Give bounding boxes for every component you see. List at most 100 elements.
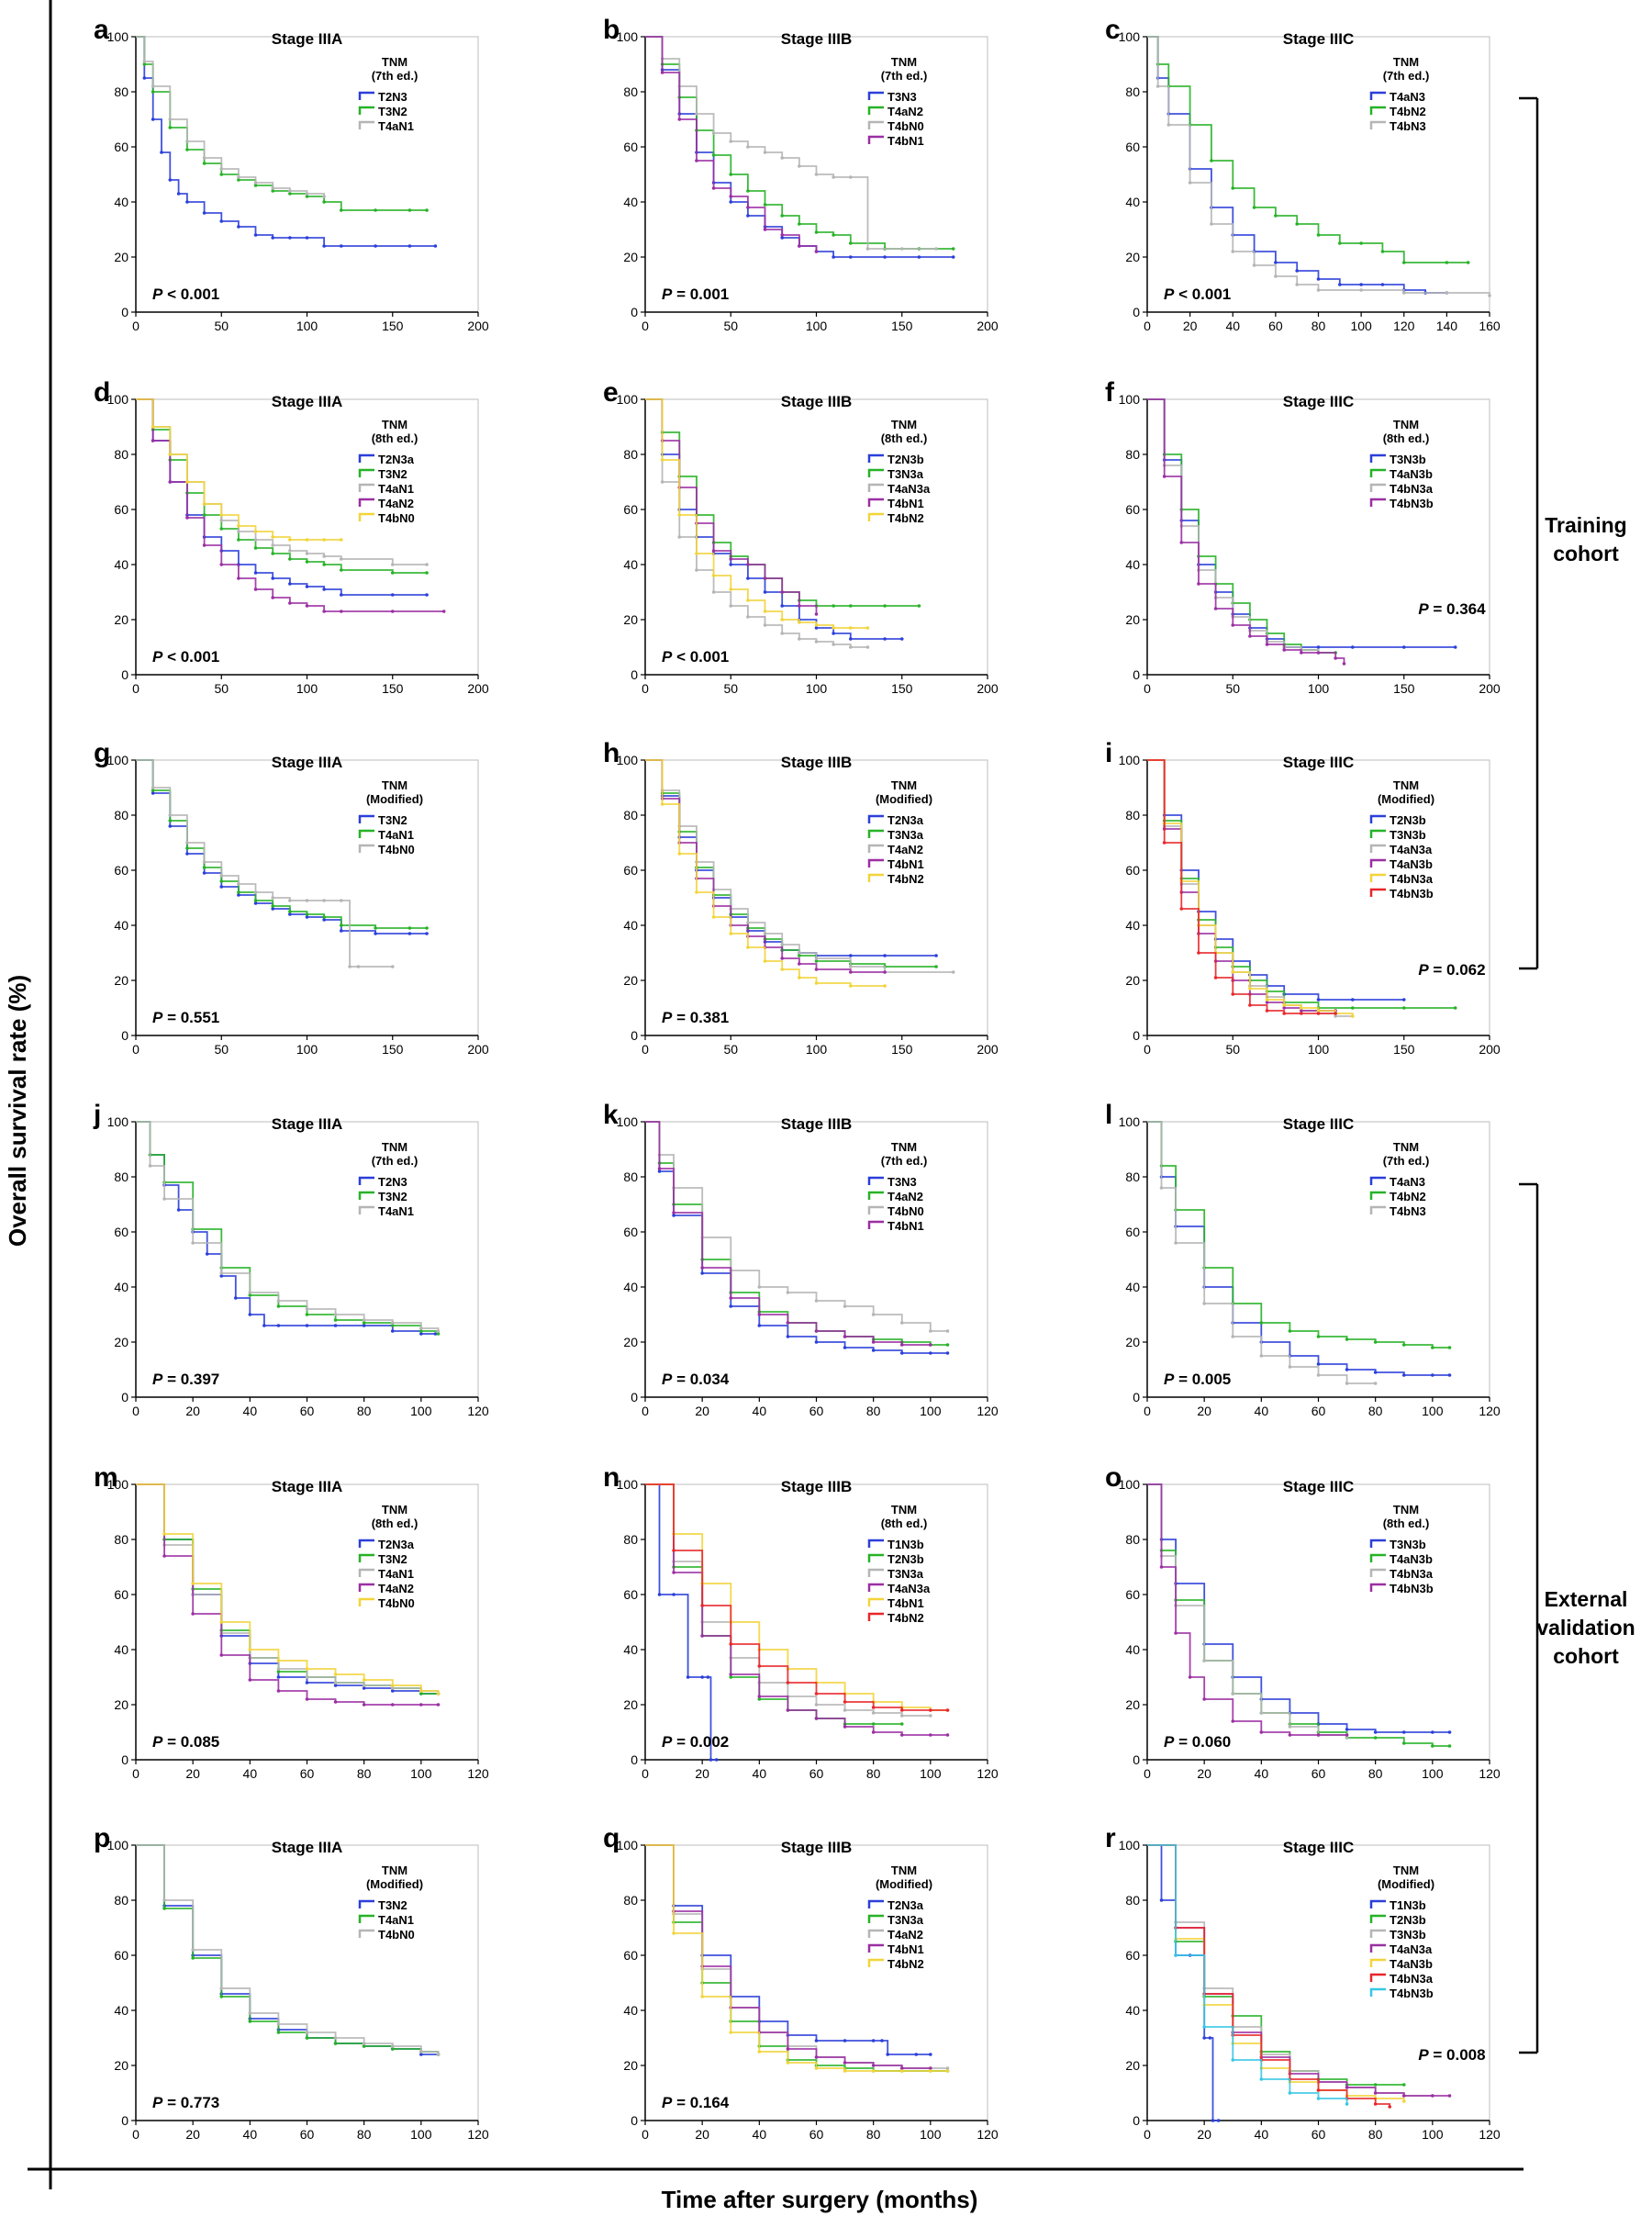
y-tick-label: 40: [1125, 1642, 1140, 1657]
y-tick-label: 100: [1119, 1838, 1141, 1852]
legend-label: T2N3: [378, 90, 407, 104]
legend-label: T2N3a: [378, 453, 415, 466]
censor-mark: [1316, 1009, 1321, 1013]
censor-mark: [1159, 1898, 1164, 1902]
censor-mark: [757, 1324, 762, 1327]
training-cohort-label-1: Training: [1545, 513, 1626, 537]
legend-label: T4bN2: [1390, 1190, 1426, 1203]
censor-mark: [786, 1321, 790, 1325]
legend-label: T3N2: [378, 105, 407, 118]
legend-label: T4bN0: [378, 843, 415, 856]
p-value: P = 0.008: [1418, 2046, 1485, 2064]
censor-mark: [660, 802, 664, 806]
censor-mark: [237, 524, 240, 528]
censor-mark: [333, 1324, 338, 1327]
series-line-T4bN3: [1147, 36, 1490, 296]
censor-mark: [1197, 951, 1200, 955]
censor-mark: [849, 954, 853, 957]
censor-mark: [945, 2069, 950, 2073]
legend-label: T4aN1: [378, 828, 414, 842]
x-tick-label: 60: [1312, 2127, 1326, 2142]
legend-label: T4bN2: [1390, 105, 1426, 118]
x-tick-label: 0: [1144, 1042, 1151, 1057]
censor-mark: [929, 1343, 932, 1347]
censor-mark: [219, 563, 224, 566]
censor-mark: [1401, 2083, 1406, 2087]
x-tick-label: 20: [1197, 1766, 1211, 1781]
censor-mark: [219, 1653, 224, 1657]
censor-mark: [162, 1197, 166, 1201]
censor-mark: [849, 965, 853, 968]
censor-mark: [729, 1296, 733, 1300]
censor-mark: [711, 915, 716, 919]
censor-mark: [390, 610, 395, 613]
legend-label: T4bN0: [887, 119, 924, 133]
censor-mark: [1431, 2094, 1434, 2098]
panel-letter: h: [603, 738, 620, 768]
censor-mark: [672, 1211, 675, 1214]
legend-label: T4aN3: [1390, 1175, 1425, 1189]
plot-frame: [135, 1483, 479, 1761]
y-tick-label: 20: [1125, 1697, 1140, 1712]
panel-letter: k: [603, 1100, 619, 1130]
y-tick-label: 100: [107, 29, 129, 44]
censor-mark: [832, 233, 835, 237]
y-tick-label: 100: [617, 1477, 639, 1492]
censor-mark: [305, 192, 309, 196]
censor-mark: [871, 1730, 876, 1734]
censor-mark: [843, 2069, 847, 2073]
legend-title: TNM: [891, 418, 917, 431]
censor-mark: [711, 574, 716, 577]
censor-mark: [362, 2042, 366, 2045]
panel-title: Stage IIIB: [781, 30, 852, 48]
y-tick-label: 80: [623, 1170, 638, 1184]
series-line-T4aN3b: [1147, 1844, 1405, 2101]
censor-mark: [390, 1686, 395, 1690]
censor-mark: [202, 513, 206, 517]
censor-mark: [374, 244, 377, 248]
y-tick-label: 60: [114, 1587, 128, 1602]
censor-mark: [757, 2050, 762, 2054]
x-tick-label: 100: [296, 319, 318, 333]
series-line-T4bN3b: [1147, 1483, 1347, 1736]
x-tick-label: 80: [1368, 2127, 1383, 2142]
y-tick-label: 20: [623, 1335, 638, 1349]
y-tick-label: 20: [623, 1697, 638, 1712]
censor-mark: [1265, 998, 1269, 1002]
legend-swatch: [358, 1597, 374, 1606]
censor-mark: [814, 1692, 819, 1696]
x-tick-label: 120: [977, 2127, 999, 2142]
series-line-T4bN0: [136, 759, 393, 968]
censor-mark: [419, 1689, 423, 1693]
censor-mark: [1373, 1371, 1378, 1374]
censor-mark: [185, 516, 189, 520]
y-tick-label: 60: [1125, 863, 1140, 878]
panel-letter: q: [603, 1823, 620, 1853]
y-tick-label: 60: [623, 863, 638, 878]
legend-label: T4bN2: [887, 1611, 924, 1625]
censor-mark: [1197, 582, 1200, 586]
legend-swatch: [1369, 1987, 1386, 1997]
plot-frame: [644, 1844, 988, 2121]
censor-mark: [407, 932, 412, 935]
censor-mark: [798, 976, 801, 979]
legend-swatch: [867, 1220, 884, 1229]
censor-mark: [798, 222, 801, 226]
legend-subtitle: (8th ed.): [1383, 1517, 1430, 1530]
y-tick-label: 40: [623, 557, 638, 572]
censor-mark: [677, 513, 682, 517]
censor-mark: [786, 1681, 790, 1684]
panel-letter: j: [93, 1100, 101, 1130]
censor-mark: [832, 626, 835, 630]
legend-label: T3N3b: [1390, 453, 1426, 466]
censor-mark: [700, 1271, 704, 1275]
censor-mark: [1334, 1014, 1337, 1018]
censor-mark: [185, 841, 189, 845]
censor-mark: [436, 1703, 441, 1707]
x-tick-label: 200: [977, 681, 999, 696]
censor-mark: [929, 2066, 932, 2070]
p-value: P = 0.002: [662, 1733, 729, 1751]
y-tick-label: 60: [623, 1587, 638, 1602]
y-tick-label: 40: [1125, 2003, 1140, 2018]
censor-mark: [288, 557, 292, 561]
